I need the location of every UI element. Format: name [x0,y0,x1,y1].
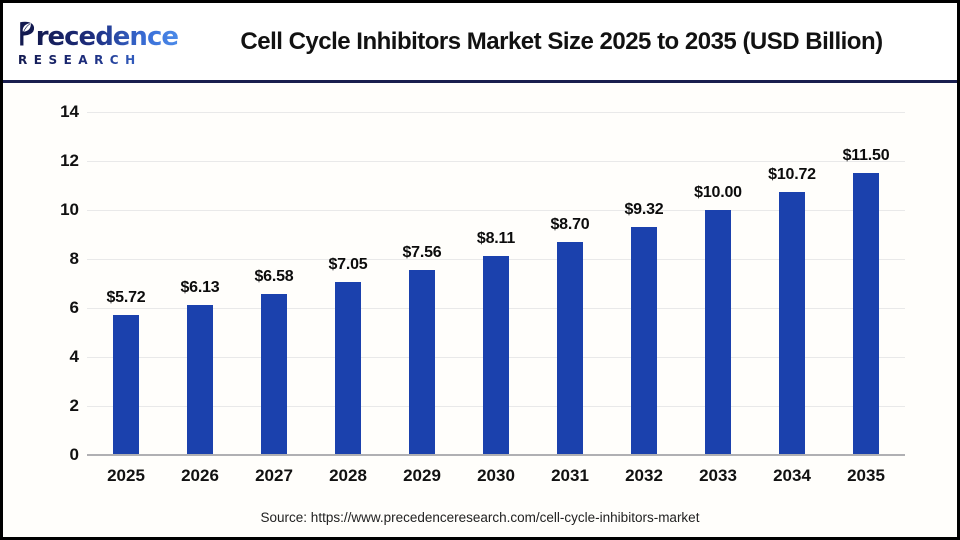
logo-wordmark: recedence [18,17,179,52]
bar-2031 [557,242,583,455]
x-axis-label: 2029 [403,466,441,485]
leaf-p-icon [20,21,35,45]
bar-2026 [187,305,213,455]
bar-value-label: $7.56 [402,244,442,261]
bar-2029 [409,270,435,455]
bar-2028 [335,282,361,455]
bar-value-label: $6.13 [180,279,220,296]
x-axis-label: 2034 [773,466,811,485]
y-axis-tick-label: 6 [69,298,79,317]
y-axis-tick-label: 0 [69,445,79,464]
x-axis-label: 2026 [181,466,219,485]
x-axis-label: 2033 [699,466,737,485]
x-axis-label: 2032 [625,466,663,485]
source-text: Source: https://www.precedenceresearch.c… [260,510,700,525]
bar-value-label: $8.70 [550,216,590,233]
bar-chart-plot: 0 2 4 6 8 10 12 14 $5.72 2025 $6.13 2026 $6.58 2027 $7… [3,83,957,537]
bar-value-label: $9.32 [624,201,664,218]
bar-2030 [483,256,509,455]
x-axis-label: 2027 [255,466,293,485]
logo-subtext: RESEARCH [18,53,178,67]
bar-value-label: $7.05 [328,256,368,273]
bar-value-label: $6.58 [254,268,294,285]
bar-value-label: $5.72 [106,289,146,306]
gridline-14 [87,112,905,113]
y-axis-tick-label: 4 [69,347,79,366]
chart-area: 0 2 4 6 8 10 12 14 $5.72 2025 $6.13 2026 $6.58 2027 $7… [3,83,957,537]
x-axis-label: 2025 [107,466,145,485]
bar-2033 [705,210,731,455]
chart-title: Cell Cycle Inhibitors Market Size 2025 t… [240,27,883,55]
bar-value-label: $10.72 [768,166,816,183]
header-divider [3,80,957,83]
gridline-12 [87,161,905,162]
bar-value-label: $8.11 [476,230,516,247]
y-axis-tick-label: 8 [69,249,79,268]
bar-value-label: $11.50 [842,147,890,164]
bar-2034 [779,192,805,455]
bar-2035 [853,173,879,455]
bar-value-label: $10.00 [694,184,742,201]
logo-wordmark-text: recedence [35,21,179,52]
gridline-10 [87,210,905,211]
y-axis-tick-label: 12 [60,151,79,170]
y-axis-tick-label: 10 [60,200,79,219]
x-axis-label: 2028 [329,466,367,485]
bar-2027 [261,294,287,455]
x-axis-label: 2031 [551,466,589,485]
x-axis-line [87,454,905,456]
y-axis-tick-label: 14 [60,102,79,121]
x-axis-label: 2030 [477,466,515,485]
bar-2032 [631,227,657,455]
bar-2025 [113,315,139,455]
precedence-research-logo: recedence RESEARCH [18,17,179,67]
y-axis-tick-label: 2 [69,396,79,415]
header: recedence RESEARCH Cell Cycle Inhibitors… [3,3,957,80]
x-axis-label: 2035 [847,466,885,485]
